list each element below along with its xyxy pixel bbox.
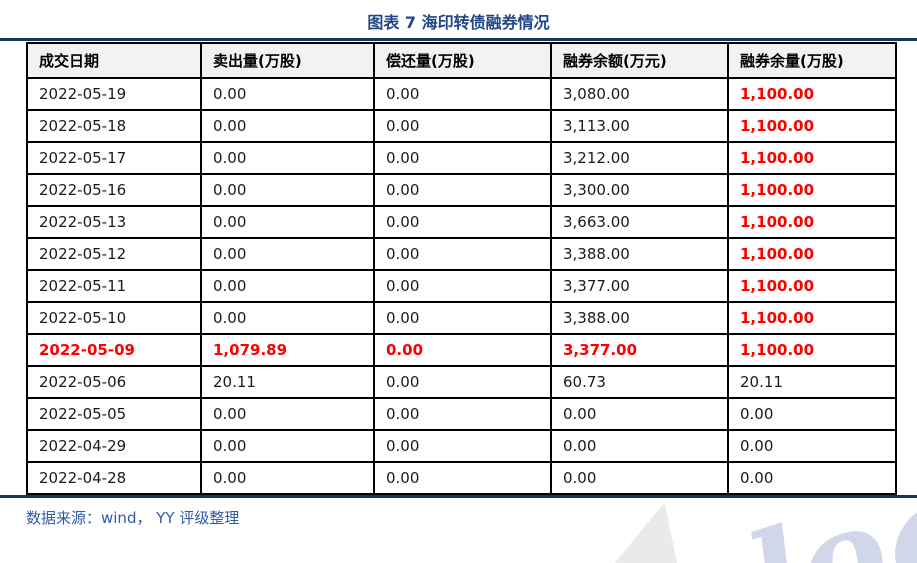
table-cell: 0.00 — [373, 397, 552, 431]
table-cell: 0.00 — [200, 109, 375, 143]
table-cell: 2022-05-05 — [26, 397, 202, 431]
table-cell: 3,663.00 — [550, 205, 729, 239]
header-cell: 偿还量(万股) — [373, 42, 552, 79]
table-cell: 0.00 — [200, 237, 375, 271]
table-title: 图表 7 海印转债融券情况 — [367, 13, 550, 32]
table-row: 2022-05-19 0.00 0.00 3,080.00 1,100.00 — [26, 77, 897, 111]
table-row: 2022-04-29 0.00 0.00 0.00 0.00 — [26, 429, 897, 463]
table-cell: 3,388.00 — [550, 237, 729, 271]
table-cell: 2022-05-13 — [26, 205, 202, 239]
table-cell: 0.00 — [373, 365, 552, 399]
table-cell: 3,080.00 — [550, 77, 729, 111]
table-cell: 1,100.00 — [727, 109, 897, 143]
table-cell: 0.00 — [200, 77, 375, 111]
table-row: 2022-05-13 0.00 0.00 3,663.00 1,100.00 — [26, 205, 897, 239]
table-cell: 0.00 — [200, 269, 375, 303]
table-cell: 0.00 — [200, 173, 375, 207]
table-row: 2022-05-10 0.00 0.00 3,388.00 1,100.00 — [26, 301, 897, 335]
table-cell: 0.00 — [373, 141, 552, 175]
table-row: 2022-05-12 0.00 0.00 3,388.00 1,100.00 — [26, 237, 897, 271]
table-cell: 3,113.00 — [550, 109, 729, 143]
table-cell: 0.00 — [550, 429, 729, 463]
table-cell: 1,100.00 — [727, 141, 897, 175]
table-cell: 2022-05-10 — [26, 301, 202, 335]
bottom-divider — [0, 495, 917, 498]
table-cell: 60.73 — [550, 365, 729, 399]
table-row: 2022-05-16 0.00 0.00 3,300.00 1,100.00 — [26, 173, 897, 207]
top-divider — [0, 38, 917, 41]
table-cell: 0.00 — [373, 333, 552, 367]
table-cell: 1,100.00 — [727, 269, 897, 303]
table-cell: 1,100.00 — [727, 301, 897, 335]
table-cell: 0.00 — [727, 397, 897, 431]
table-cell: 2022-05-17 — [26, 141, 202, 175]
table-row: 2022-05-06 20.11 0.00 60.73 20.11 — [26, 365, 897, 399]
table-row: 2022-05-18 0.00 0.00 3,113.00 1,100.00 — [26, 109, 897, 143]
table-cell: 1,100.00 — [727, 205, 897, 239]
table-cell: 1,100.00 — [727, 237, 897, 271]
table-row: 2022-05-11 0.00 0.00 3,377.00 1,100.00 — [26, 269, 897, 303]
table-cell: 1,100.00 — [727, 333, 897, 367]
table-row: 2022-05-09 1,079.89 0.00 3,377.00 1,100.00 — [26, 333, 897, 367]
table-cell: 0.00 — [200, 205, 375, 239]
header-cell: 成交日期 — [26, 42, 202, 79]
table-cell: 3,300.00 — [550, 173, 729, 207]
header-row: 成交日期 卖出量(万股) 偿还量(万股) 融券余额(万元) 融券余量(万股) — [26, 42, 897, 79]
table-cell: 2022-05-18 — [26, 109, 202, 143]
table-cell: 2022-04-28 — [26, 461, 202, 495]
header-cell: 融券余量(万股) — [727, 42, 897, 79]
header-cell: 卖出量(万股) — [200, 42, 375, 79]
table-cell: 0.00 — [200, 429, 375, 463]
table-cell: 0.00 — [373, 429, 552, 463]
table-cell: 0.00 — [373, 205, 552, 239]
table-cell: 0.00 — [727, 429, 897, 463]
table-cell: 0.00 — [373, 269, 552, 303]
table-cell: 0.00 — [550, 397, 729, 431]
table-cell: 2022-05-12 — [26, 237, 202, 271]
table-cell: 0.00 — [373, 237, 552, 271]
table-cell: 0.00 — [200, 461, 375, 495]
table-cell: 0.00 — [727, 461, 897, 495]
table-cell: 0.00 — [373, 461, 552, 495]
table-body: 2022-05-19 0.00 0.00 3,080.00 1,100.00 2022-0… — [26, 77, 897, 495]
table-cell: 0.00 — [373, 109, 552, 143]
table-cell: 3,388.00 — [550, 301, 729, 335]
table-row: 2022-05-17 0.00 0.00 3,212.00 1,100.00 — [26, 141, 897, 175]
data-source-note: 数据来源：wind， YY 评级整理 — [26, 509, 240, 527]
table-cell: 2022-05-19 — [26, 77, 202, 111]
table-cell: 1,100.00 — [727, 173, 897, 207]
table-row: 2022-04-28 0.00 0.00 0.00 0.00 — [26, 461, 897, 495]
table-cell: 0.00 — [200, 301, 375, 335]
table-cell: 0.00 — [550, 461, 729, 495]
table-cell: 0.00 — [373, 77, 552, 111]
table-cell: 1,100.00 — [727, 77, 897, 111]
table-cell: 0.00 — [200, 141, 375, 175]
table-cell: 3,212.00 — [550, 141, 729, 175]
table-cell: 2022-05-11 — [26, 269, 202, 303]
table-cell: 1,079.89 — [200, 333, 375, 367]
header-cell: 融券余额(万元) — [550, 42, 729, 79]
table-cell: 2022-04-29 — [26, 429, 202, 463]
table-cell: 2022-05-06 — [26, 365, 202, 399]
table-cell: 3,377.00 — [550, 269, 729, 303]
table-row: 2022-05-05 0.00 0.00 0.00 0.00 — [26, 397, 897, 431]
table-cell: 3,377.00 — [550, 333, 729, 367]
table-header-row: 成交日期 卖出量(万股) 偿还量(万股) 融券余额(万元) 融券余量(万股) — [26, 42, 897, 79]
table-cell: 0.00 — [373, 301, 552, 335]
table-cell: 0.00 — [373, 173, 552, 207]
table-cell: 2022-05-16 — [26, 173, 202, 207]
table-cell: 20.11 — [200, 365, 375, 399]
table-cell: 0.00 — [200, 397, 375, 431]
securities-lending-table: 成交日期 卖出量(万股) 偿还量(万股) 融券余额(万元) 融券余量(万股) 2022-… — [26, 42, 897, 495]
table-cell: 20.11 — [727, 365, 897, 399]
table-cell: 2022-05-09 — [26, 333, 202, 367]
